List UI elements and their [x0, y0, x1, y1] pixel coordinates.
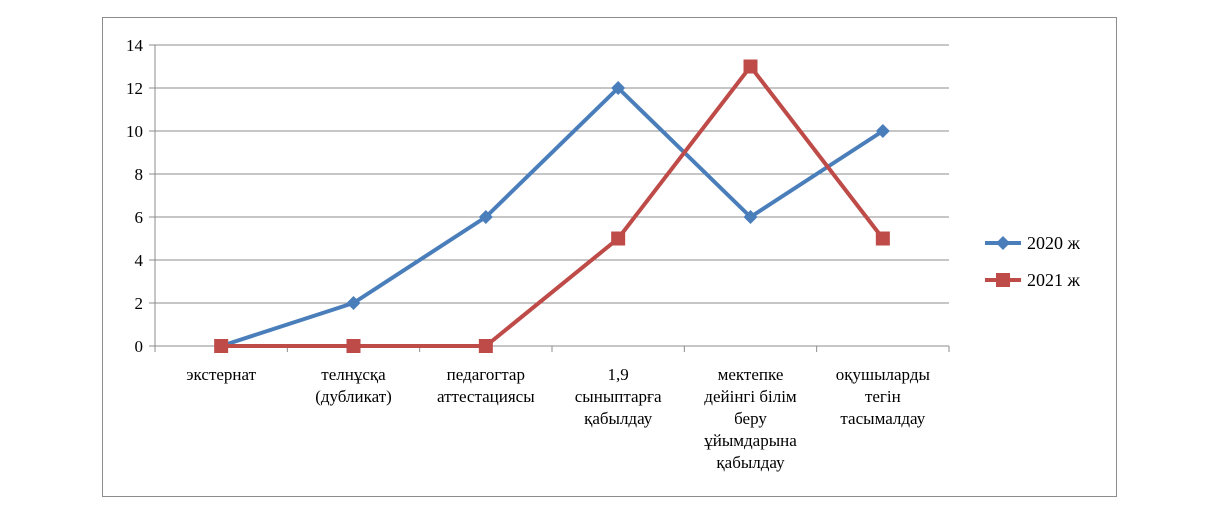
x-tick-label-line: экстернат [186, 365, 256, 384]
data-point-s1-1 [346, 296, 361, 310]
y-tick-label-10: 10 [126, 122, 143, 141]
y-tick-label-12: 12 [126, 79, 143, 98]
x-tick-label-line: дейінгі білім [704, 387, 797, 406]
x-tick-label-line: аттестациясы [437, 387, 535, 406]
legend-label-2: 2021 ж [1027, 270, 1081, 290]
x-tick-label-line: 1,9 [608, 365, 629, 384]
data-point-s2-1 [346, 339, 361, 353]
y-tick-label-14: 14 [126, 36, 144, 55]
series-line-1 [220, 86, 884, 348]
y-tick-label-2: 2 [135, 294, 144, 313]
x-tick-label-1: телнұсқа (дубликат) [315, 365, 392, 406]
x-tick-label-line: (дубликат) [315, 387, 392, 406]
legend-marker-1 [996, 236, 1010, 250]
x-tick-label-line: оқушыларды [836, 365, 931, 384]
data-point-s1-4 [743, 210, 758, 224]
x-tick-label-line: тасымалдау [840, 409, 925, 428]
x-tick-label-line: беру [734, 409, 767, 428]
data-point-s2-3 [611, 231, 626, 246]
x-tick-label-0: экстернат [186, 365, 256, 384]
x-tick-label-line: қабылдау [716, 453, 785, 472]
data-point-s2-2 [478, 339, 493, 353]
x-tick-label-line: ұйымдарына [704, 431, 797, 450]
legend-marker-2 [996, 273, 1010, 287]
data-point-s1-3 [611, 81, 626, 95]
x-tick-label-line: қабылдау [584, 409, 653, 428]
x-tick-label-line: сыныптарға [575, 387, 662, 406]
y-tick-label-8: 8 [135, 165, 144, 184]
series-line-2 [221, 64, 885, 348]
y-tick-label-0: 0 [135, 337, 144, 356]
x-tick-label-3: 1,9 сыныптарға қабылдау [575, 365, 662, 428]
x-tick-label-line: педагогтар [447, 365, 525, 384]
data-point-s2-4 [743, 59, 758, 74]
data-point-s2-5 [875, 231, 890, 246]
x-tick-label-line: телнұсқа [321, 365, 386, 384]
data-point-s1-2 [478, 210, 493, 224]
legend-label-1: 2020 ж [1027, 233, 1081, 253]
x-tick-label-line: мектепке [718, 365, 784, 384]
x-tick-label-4: мектепке дейінгі білім беру ұйымдарына қабыл… [704, 365, 797, 472]
x-tick-label-2: педагогтар аттестациясы [437, 365, 535, 406]
x-tick-label-5: оқушыларды тегін тасымалдау [836, 365, 931, 428]
data-point-s2-0 [214, 339, 229, 353]
y-tick-label-4: 4 [135, 251, 144, 270]
x-tick-label-line: тегін [865, 387, 901, 406]
data-point-s1-5 [875, 124, 890, 138]
y-tick-label-6: 6 [135, 208, 144, 227]
